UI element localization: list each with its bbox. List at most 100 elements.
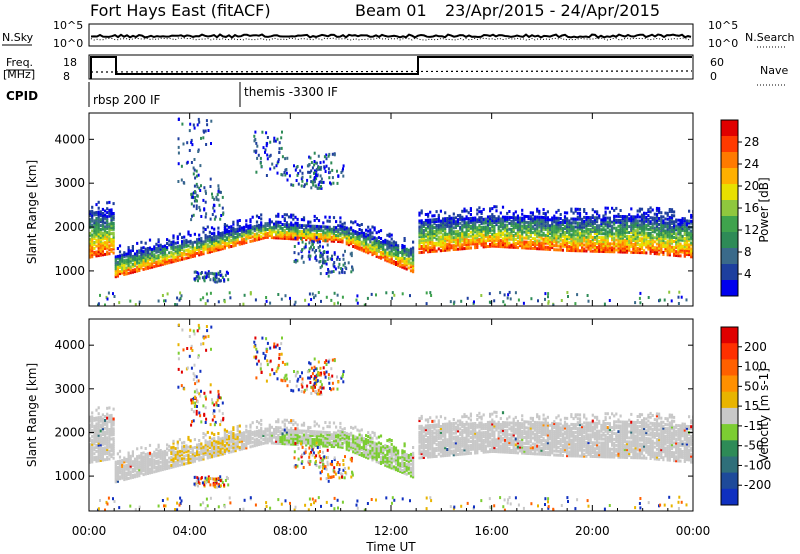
- power-cell: [660, 250, 663, 254]
- power-cell: [123, 255, 126, 259]
- power-cell: [382, 249, 385, 253]
- power-cell: [161, 251, 164, 254]
- power-cell: [645, 223, 648, 227]
- power-cell: [613, 214, 616, 218]
- power-cell: [623, 242, 626, 246]
- velocity-cell: [99, 441, 102, 445]
- power-cell: [95, 252, 98, 256]
- velocity-cell: [146, 472, 149, 475]
- velocity-cell: [101, 446, 104, 450]
- power-cell: [628, 238, 631, 242]
- power-cell: [489, 236, 492, 240]
- velocity-cell: [91, 442, 94, 446]
- power-cell: [427, 246, 430, 250]
- power-cell: [557, 248, 560, 252]
- power-cell: [563, 225, 567, 229]
- velocity-cell: [223, 450, 226, 453]
- power-cell: [298, 225, 301, 229]
- power-cell: [155, 262, 158, 266]
- power-cell: [401, 249, 404, 253]
- power-cell: [114, 263, 117, 267]
- power-cell: [548, 240, 552, 243]
- velocity-cell: [202, 432, 205, 435]
- power-cell: [110, 243, 113, 247]
- power-cell: [136, 251, 139, 255]
- power-cell: [427, 238, 430, 242]
- power-cell: [337, 228, 340, 232]
- power-cell: [310, 298, 313, 301]
- power-cell: [278, 151, 281, 154]
- power-cell: [679, 232, 682, 236]
- power-cell: [420, 223, 423, 227]
- power-cell: [506, 225, 509, 229]
- power-cell: [476, 208, 479, 212]
- power-cell: [630, 244, 633, 248]
- power-cell: [673, 247, 676, 251]
- power-cell: [552, 303, 555, 306]
- power-cell: [213, 233, 216, 237]
- power-cell: [516, 242, 519, 246]
- velocity-cell: [99, 429, 102, 433]
- velocity-cell: [178, 457, 181, 461]
- power-cell: [219, 239, 222, 243]
- velocity-cell: [112, 450, 115, 454]
- power-cell: [384, 238, 387, 242]
- velocity-cell: [114, 462, 117, 466]
- power-cell: [116, 268, 119, 272]
- power-cell: [581, 239, 584, 243]
- power-cell: [452, 220, 455, 224]
- power-cell: [236, 221, 239, 225]
- velocity-cell: [170, 460, 173, 463]
- power-cell: [332, 216, 336, 220]
- power-cell: [189, 241, 192, 245]
- power-cell: [598, 249, 601, 253]
- power-cell: [394, 257, 398, 261]
- power-cell: [576, 227, 579, 231]
- power-cell: [268, 228, 271, 232]
- power-cell: [352, 235, 355, 239]
- power-cell: [670, 245, 674, 249]
- power-cell: [553, 226, 556, 230]
- velocity-cell: [187, 435, 190, 439]
- power-cell: [548, 245, 552, 249]
- velocity-cell: [129, 476, 132, 480]
- power-cell: [412, 250, 415, 254]
- power-cell: [493, 224, 496, 228]
- velocity-cell: [89, 458, 92, 462]
- power-cell: [202, 226, 205, 230]
- power-cell: [309, 238, 312, 242]
- velocity-cell: [114, 478, 117, 482]
- power-cell: [504, 227, 507, 231]
- power-cell: [476, 232, 479, 236]
- power-cell: [638, 209, 641, 213]
- velocity-cell: [163, 449, 167, 453]
- power-cell: [312, 240, 315, 244]
- power-cell: [553, 216, 556, 220]
- power-cell: [574, 219, 577, 223]
- power-cell: [444, 229, 447, 233]
- power-cell: [93, 219, 96, 223]
- velocity-cell: [138, 468, 141, 472]
- power-cell: [431, 246, 434, 249]
- power-cell: [176, 255, 179, 258]
- power-cell: [422, 231, 425, 234]
- power-cell: [217, 187, 220, 191]
- power-cell: [394, 249, 398, 253]
- power-cell: [658, 207, 661, 211]
- power-cell: [116, 260, 119, 264]
- power-cell: [157, 256, 160, 260]
- power-cell: [304, 298, 307, 302]
- power-cell: [243, 233, 246, 237]
- power-cell: [628, 213, 631, 217]
- power-cell: [168, 259, 171, 263]
- power-cell: [335, 230, 338, 233]
- velocity-cell: [176, 440, 179, 444]
- power-cell: [429, 222, 432, 226]
- power-cell: [431, 242, 434, 245]
- velocity-cell: [215, 448, 218, 452]
- power-cell: [293, 251, 296, 255]
- velocity-cell: [174, 447, 177, 451]
- power-cell: [546, 239, 549, 243]
- power-cell: [538, 243, 541, 247]
- power-cell: [314, 180, 316, 184]
